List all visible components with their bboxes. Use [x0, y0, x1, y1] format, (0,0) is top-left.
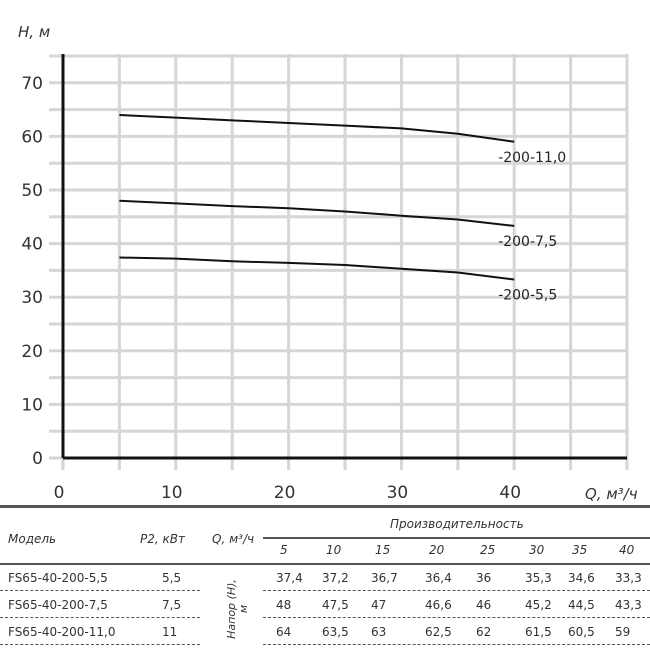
pump-curve-chart: 0 10 20 30 40 50 60 70 0 10 20 30 40 H, м Q, м³/ч -200-…	[18, 23, 638, 503]
y-tick-label: 0	[32, 449, 43, 469]
row-head-value: 62	[476, 625, 492, 639]
row-model: FS65-40-200-7,5	[8, 598, 108, 612]
series-line	[119, 199, 515, 227]
x-tick-label: 30	[387, 483, 409, 503]
row-head-value: 36,4	[425, 571, 452, 585]
x-tick-label: 0	[54, 483, 65, 503]
header-power: P2, кВт	[140, 532, 185, 546]
row-head-value: 43,3	[615, 598, 642, 612]
series-label: -200-5,5	[498, 288, 557, 304]
row-head-value: 63,5	[322, 625, 349, 639]
q-value-header: 30	[529, 543, 545, 557]
row-divider	[263, 590, 650, 591]
y-tick-label: 20	[21, 342, 43, 362]
row-head-value: 33,3	[615, 571, 642, 585]
series-label: -200-11,0	[498, 150, 566, 166]
x-tick-label: 10	[161, 483, 183, 503]
q-value-header: 5	[280, 543, 288, 557]
q-value-header: 15	[375, 543, 391, 557]
row-head-value: 36,7	[371, 571, 398, 585]
series-line	[119, 113, 515, 143]
row-divider	[0, 617, 200, 618]
header-rule	[0, 563, 650, 565]
row-head-value: 48	[276, 598, 292, 612]
row-divider	[0, 590, 200, 591]
row-head-value: 63	[371, 625, 387, 639]
row-head-value: 61,5	[525, 625, 552, 639]
y-tick-label: 40	[21, 235, 43, 255]
row-head-value: 34,6	[568, 571, 595, 585]
row-head-value: 44,5	[568, 598, 595, 612]
header-model: Модель	[8, 532, 57, 546]
row-head-value: 62,5	[425, 625, 452, 639]
row-head-value: 45,2	[525, 598, 552, 612]
row-power: 7,5	[162, 598, 182, 612]
series-label: -200-7,5	[498, 234, 557, 250]
head-label: Напор (H), м	[225, 579, 250, 639]
series-line	[119, 256, 515, 281]
row-head-value: 37,2	[322, 571, 349, 585]
row-divider	[263, 617, 650, 618]
row-head-value: 36	[476, 571, 492, 585]
row-head-value: 64	[276, 625, 292, 639]
header-performance: Производительность	[390, 517, 524, 531]
header-q: Q, м³/ч	[212, 532, 255, 546]
row-head-value: 46	[476, 598, 492, 612]
q-value-header: 40	[619, 543, 635, 557]
row-head-value: 47,5	[322, 598, 349, 612]
row-head-value: 37,4	[276, 571, 303, 585]
q-value-header: 35	[572, 543, 588, 557]
row-power: 11	[162, 625, 178, 639]
group-rule	[263, 537, 650, 539]
row-head-value: 47	[371, 598, 387, 612]
y-axis-label: H, м	[18, 23, 50, 41]
y-tick-label: 70	[21, 74, 43, 94]
row-head-value: 35,3	[525, 571, 552, 585]
q-value-header: 10	[326, 543, 342, 557]
x-tick-label: 40	[499, 483, 521, 503]
table-top-rule	[0, 505, 650, 508]
row-model: FS65-40-200-5,5	[8, 571, 108, 585]
x-tick-label: 20	[274, 483, 296, 503]
y-tick-label: 50	[21, 181, 43, 201]
q-value-header: 20	[429, 543, 445, 557]
y-tick-label: 30	[21, 288, 43, 308]
q-value-header: 25	[480, 543, 496, 557]
y-tick-label: 10	[21, 395, 43, 415]
row-head-value: 60,5	[568, 625, 595, 639]
row-power: 5,5	[162, 571, 182, 585]
row-divider	[263, 644, 650, 645]
row-model: FS65-40-200-11,0	[8, 625, 116, 639]
row-divider	[0, 644, 200, 645]
y-tick-label: 60	[21, 127, 43, 147]
x-axis-label: Q, м³/ч	[585, 485, 638, 503]
row-head-value: 46,6	[425, 598, 452, 612]
row-head-value: 59	[615, 625, 631, 639]
